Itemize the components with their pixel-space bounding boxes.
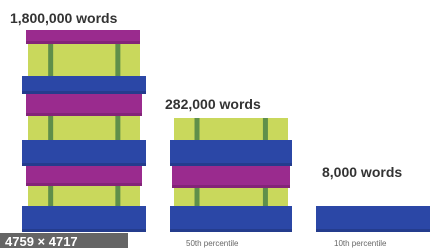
book-band: [115, 186, 120, 206]
book-shade: [316, 229, 430, 232]
book: [174, 118, 288, 140]
book-shade: [22, 91, 146, 94]
infographic: 1,800,000 words 282,000 words 8,000 word…: [0, 0, 430, 248]
book-shade: [26, 183, 142, 186]
book-shade: [170, 229, 292, 232]
book: [172, 166, 290, 188]
book-band: [195, 118, 200, 140]
stack-label: 8,000 words: [322, 164, 402, 180]
dimensions-overlay: 4759 × 4717: [5, 234, 78, 248]
book-band: [48, 186, 53, 206]
stack-caption: 10th percentile: [334, 239, 387, 248]
stack-label: 282,000 words: [165, 96, 261, 112]
book: [316, 206, 430, 232]
book-band: [48, 44, 53, 76]
book-band: [263, 118, 268, 140]
stack-caption: 50th percentile: [186, 239, 239, 248]
book-shade: [22, 229, 146, 232]
book-shade: [26, 113, 142, 116]
book: [22, 206, 146, 232]
book: [28, 44, 140, 76]
book-stacks: [22, 30, 430, 232]
book-band: [263, 188, 268, 206]
book: [28, 186, 140, 206]
book: [26, 94, 142, 116]
book-shade: [170, 163, 292, 166]
book-band: [115, 44, 120, 76]
book-shade: [172, 185, 290, 188]
book: [22, 140, 146, 166]
book-band: [115, 116, 120, 140]
book-shade: [22, 163, 146, 166]
book-band: [48, 116, 53, 140]
book: [28, 116, 140, 140]
stack-label: 1,800,000 words: [10, 10, 118, 26]
book: [174, 188, 288, 206]
book: [170, 140, 292, 166]
book-band: [195, 188, 200, 206]
book-shade: [26, 41, 140, 44]
book: [170, 206, 292, 232]
